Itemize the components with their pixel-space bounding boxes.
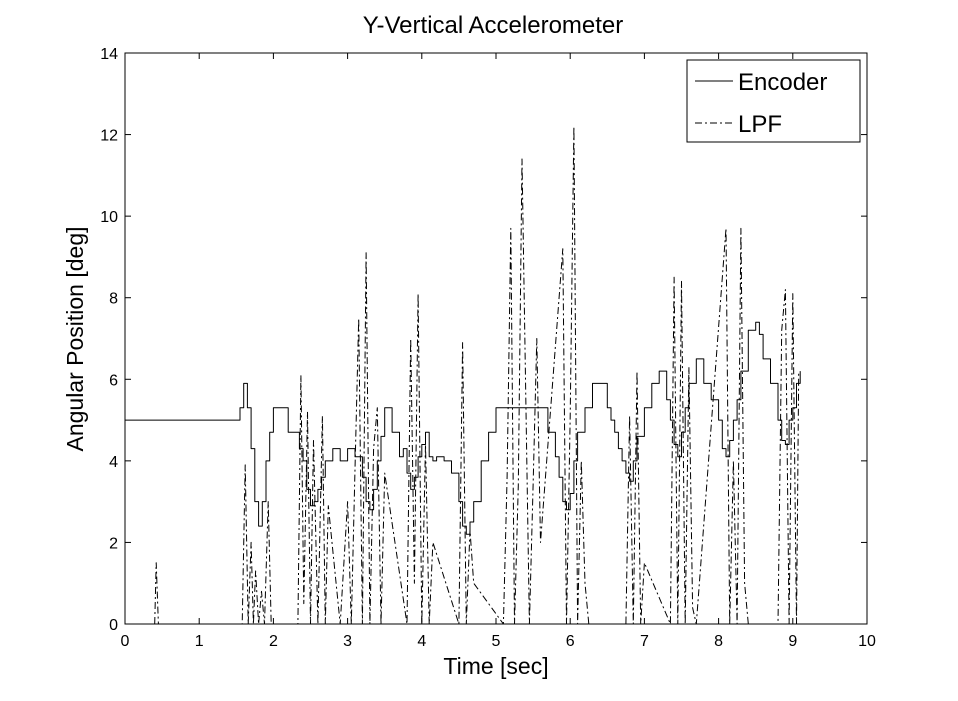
x-tick-label: 1 bbox=[195, 633, 204, 650]
x-tick-label: 3 bbox=[343, 633, 352, 650]
y-tick-label: 0 bbox=[109, 617, 118, 634]
x-tick-label: 10 bbox=[858, 633, 876, 650]
y-axis-label: Angular Position [deg] bbox=[62, 226, 88, 451]
series-line-encoder bbox=[125, 321, 801, 535]
chart-title: Y-Vertical Accelerometer bbox=[363, 12, 624, 39]
y-tick-label: 14 bbox=[100, 46, 118, 63]
y-tick-label: 10 bbox=[100, 209, 118, 226]
y-tick-label: 4 bbox=[109, 454, 118, 471]
x-tick-label: 4 bbox=[417, 633, 426, 650]
legend-label-lpf: LPF bbox=[738, 111, 782, 138]
series-layer bbox=[125, 125, 801, 625]
y-tick-label: 12 bbox=[100, 128, 118, 145]
x-tick-label: 5 bbox=[492, 633, 501, 650]
x-tick-label: 7 bbox=[640, 633, 649, 650]
x-tick-label: 9 bbox=[788, 633, 797, 650]
legend: Encoder LPF bbox=[686, 59, 861, 143]
y-tick-label: 8 bbox=[109, 291, 118, 308]
x-tick-label: 0 bbox=[121, 633, 130, 650]
x-tick-label: 6 bbox=[566, 633, 575, 650]
y-tick-label: 2 bbox=[109, 535, 118, 552]
plot-area bbox=[125, 53, 867, 624]
legend-label-encoder: Encoder bbox=[738, 69, 827, 96]
x-axis-label: Time [sec] bbox=[443, 653, 548, 679]
y-tick-label: 6 bbox=[109, 372, 118, 389]
series-line-lpf bbox=[154, 125, 800, 625]
x-tick-label: 2 bbox=[269, 633, 278, 650]
legend-box bbox=[686, 59, 861, 143]
x-tick-label: 8 bbox=[714, 633, 723, 650]
